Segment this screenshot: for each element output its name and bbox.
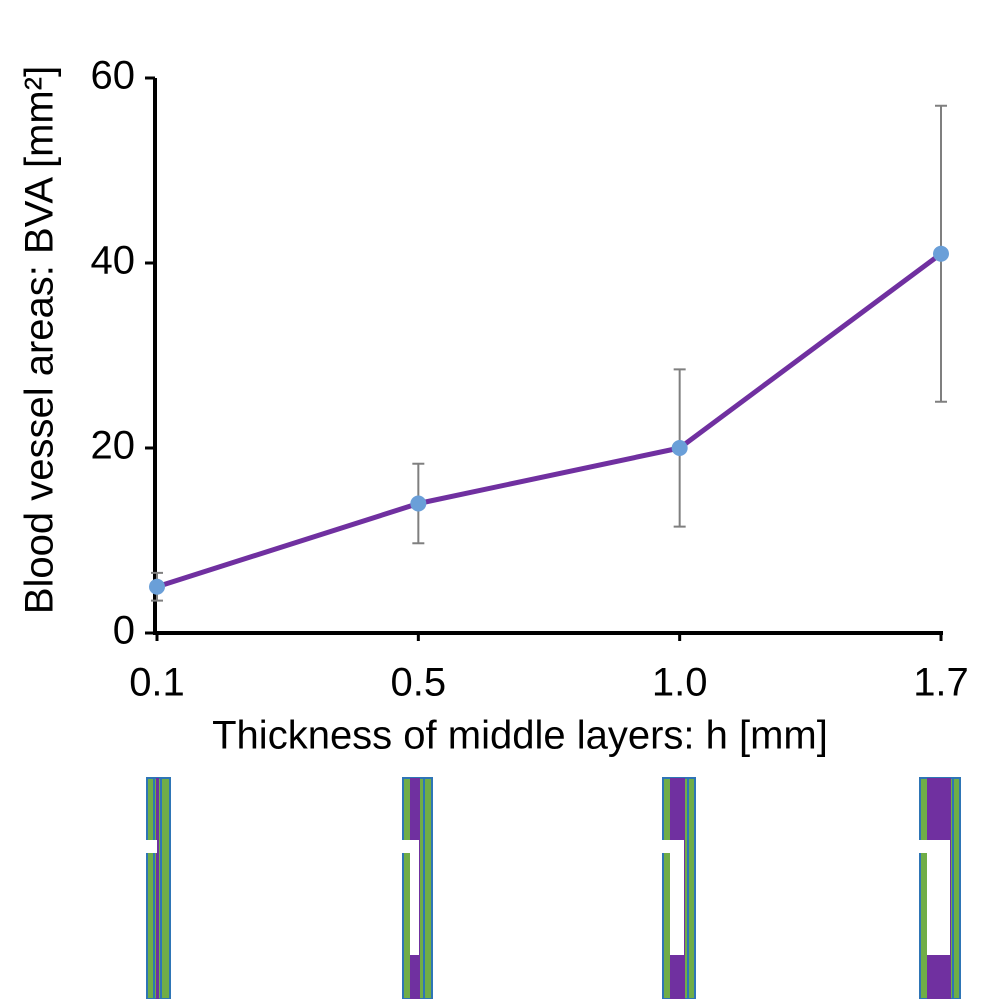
schematics: [140, 777, 961, 999]
x-tick-label: 1.7: [913, 661, 969, 705]
y-tick-label: 20: [91, 424, 136, 468]
marker: [149, 578, 165, 595]
schematic: [917, 777, 961, 999]
y-tick-label: 60: [91, 54, 136, 98]
y-tick-label: 40: [91, 239, 136, 283]
y-tick-label: 0: [113, 609, 135, 653]
schematic: [660, 777, 696, 999]
marker: [671, 440, 688, 456]
x-tick-label: 0.1: [129, 661, 185, 705]
y-axis-label: Blood vessel areas: BVA [mm²]: [18, 66, 62, 614]
marker: [410, 495, 427, 512]
x-axis-label: Thickness of middle layers: h [mm]: [212, 714, 828, 758]
x-tick-label: 1.0: [652, 661, 708, 705]
marker: [933, 245, 949, 262]
x-tick-label: 0.5: [391, 661, 447, 705]
schematic: [140, 777, 171, 999]
schematic: [400, 777, 433, 999]
line: [156, 251, 943, 590]
